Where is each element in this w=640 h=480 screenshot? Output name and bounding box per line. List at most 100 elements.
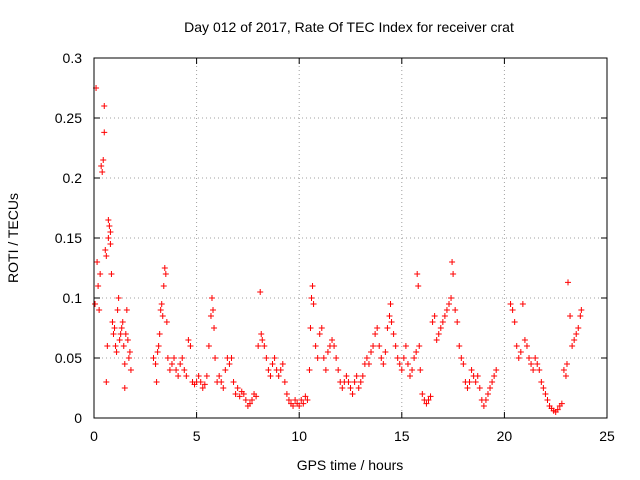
- data-point: [390, 331, 397, 337]
- data-point: [335, 367, 342, 373]
- data-point: [126, 349, 133, 355]
- data-point: [161, 265, 168, 271]
- data-point: [98, 163, 105, 169]
- data-point: [357, 379, 364, 385]
- data-point: [443, 307, 450, 313]
- data-point: [411, 355, 418, 361]
- data-point: [117, 331, 124, 337]
- data-point: [577, 313, 584, 319]
- axis-ticks: [93, 57, 608, 419]
- data-point: [423, 400, 430, 407]
- data-point: [109, 319, 116, 325]
- data-point: [569, 343, 576, 349]
- x-tick-label: 15: [394, 428, 410, 444]
- data-point: [210, 307, 217, 313]
- y-tick-label: 0.25: [55, 110, 82, 126]
- data-point: [154, 349, 161, 355]
- data-point: [292, 397, 299, 403]
- data-point: [345, 379, 352, 385]
- data-point: [290, 403, 297, 409]
- data-point: [355, 385, 362, 391]
- data-point: [542, 391, 549, 397]
- data-point: [173, 367, 180, 373]
- data-point: [220, 385, 227, 391]
- data-point: [482, 397, 489, 403]
- data-point: [575, 325, 582, 331]
- data-point: [417, 367, 424, 373]
- data-point: [275, 373, 282, 379]
- data-point: [283, 391, 290, 397]
- data-point: [413, 349, 420, 355]
- data-point: [309, 283, 316, 289]
- data-point: [487, 385, 494, 391]
- data-point: [208, 295, 215, 301]
- data-point: [318, 325, 325, 331]
- data-point: [107, 229, 114, 235]
- data-point: [97, 271, 104, 277]
- data-point: [258, 331, 265, 337]
- data-point: [509, 307, 516, 313]
- grid-lines: [94, 58, 607, 418]
- data-point: [249, 397, 256, 403]
- data-point: [203, 373, 210, 379]
- data-point: [521, 337, 528, 343]
- data-point: [384, 325, 391, 331]
- x-tick-label: 25: [599, 428, 615, 444]
- data-point: [228, 355, 235, 361]
- data-point: [296, 403, 303, 409]
- data-point: [324, 349, 331, 355]
- data-point: [466, 379, 473, 385]
- data-point: [115, 295, 122, 301]
- data-point: [121, 385, 128, 391]
- data-point: [368, 349, 375, 355]
- data-point: [106, 223, 113, 229]
- data-point: [472, 379, 479, 385]
- data-point: [123, 307, 130, 313]
- x-tick-label: 5: [193, 428, 201, 444]
- data-point: [166, 367, 173, 373]
- data-point: [197, 379, 204, 385]
- data-point: [124, 337, 131, 343]
- data-point: [314, 355, 321, 361]
- data-point: [343, 373, 350, 379]
- data-point: [530, 367, 537, 373]
- data-point: [407, 373, 414, 379]
- data-point: [454, 319, 461, 325]
- data-point: [277, 367, 284, 373]
- data-point: [322, 367, 329, 373]
- data-point: [372, 331, 379, 337]
- data-point: [300, 400, 307, 407]
- data-point: [474, 373, 481, 379]
- data-points: [92, 85, 585, 415]
- data-point: [175, 373, 182, 379]
- data-point: [259, 337, 266, 343]
- data-point: [127, 367, 134, 373]
- y-tick-label: 0: [74, 410, 82, 426]
- data-point: [201, 381, 208, 388]
- data-point: [211, 325, 218, 331]
- data-point: [464, 385, 471, 391]
- data-point: [298, 397, 305, 403]
- data-point: [199, 385, 206, 391]
- x-tick-label: 20: [497, 428, 513, 444]
- data-point: [353, 373, 360, 379]
- data-point: [179, 355, 186, 361]
- data-point: [409, 367, 416, 373]
- data-point: [99, 169, 106, 175]
- data-point: [155, 343, 162, 349]
- data-point: [308, 295, 315, 301]
- data-point: [111, 325, 118, 331]
- data-point: [240, 391, 247, 397]
- data-point: [279, 361, 286, 367]
- y-axis-title: ROTI / TECUs: [5, 193, 21, 283]
- data-point: [112, 343, 119, 349]
- data-point: [571, 337, 578, 343]
- data-point: [376, 343, 383, 349]
- data-point: [257, 289, 264, 295]
- data-point: [532, 355, 539, 361]
- y-tick-label: 0.3: [63, 50, 83, 66]
- data-point: [177, 361, 184, 367]
- data-point: [183, 373, 190, 379]
- data-point: [396, 361, 403, 367]
- data-point: [523, 343, 530, 349]
